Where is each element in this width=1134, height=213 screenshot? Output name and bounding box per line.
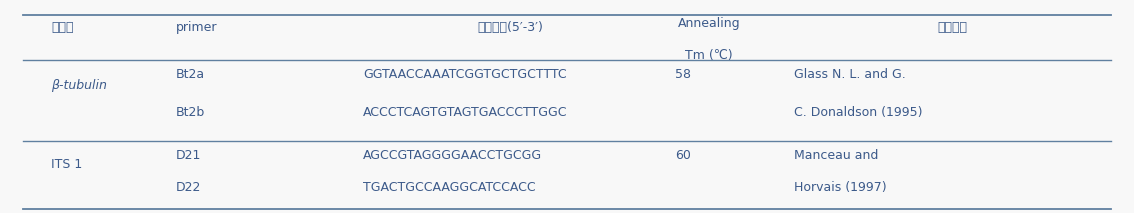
Text: GGTAACCAAATCGGTGCTGCTTTC: GGTAACCAAATCGGTGCTGCTTTC (363, 68, 567, 81)
Text: Bt2b: Bt2b (176, 106, 205, 119)
Text: 염기서열(5′-3′): 염기서열(5′-3′) (477, 21, 543, 34)
Text: β-tubulin: β-tubulin (51, 79, 107, 92)
Text: D21: D21 (176, 149, 201, 162)
Text: Annealing: Annealing (677, 17, 741, 30)
Text: Glass N. L. and G.: Glass N. L. and G. (794, 68, 906, 81)
Text: Manceau and: Manceau and (794, 149, 878, 162)
Text: TGACTGCCAAGGCATCCACC: TGACTGCCAAGGCATCCACC (363, 181, 535, 194)
Text: D22: D22 (176, 181, 201, 194)
Text: 유전자: 유전자 (51, 21, 74, 34)
Text: ITS 1: ITS 1 (51, 157, 83, 171)
Text: C. Donaldson (1995): C. Donaldson (1995) (794, 106, 922, 119)
Text: Bt2a: Bt2a (176, 68, 205, 81)
Text: 58: 58 (675, 68, 691, 81)
Text: 인용문헌: 인용문헌 (938, 21, 967, 34)
Text: Tm (℃): Tm (℃) (685, 49, 733, 62)
Text: Horvais (1997): Horvais (1997) (794, 181, 887, 194)
Text: primer: primer (176, 21, 218, 34)
Text: 60: 60 (675, 149, 691, 162)
Text: ACCCTCAGTGTAGTGACCCTTGGC: ACCCTCAGTGTAGTGACCCTTGGC (363, 106, 567, 119)
Text: AGCCGTAGGGGAACCTGCGG: AGCCGTAGGGGAACCTGCGG (363, 149, 542, 162)
